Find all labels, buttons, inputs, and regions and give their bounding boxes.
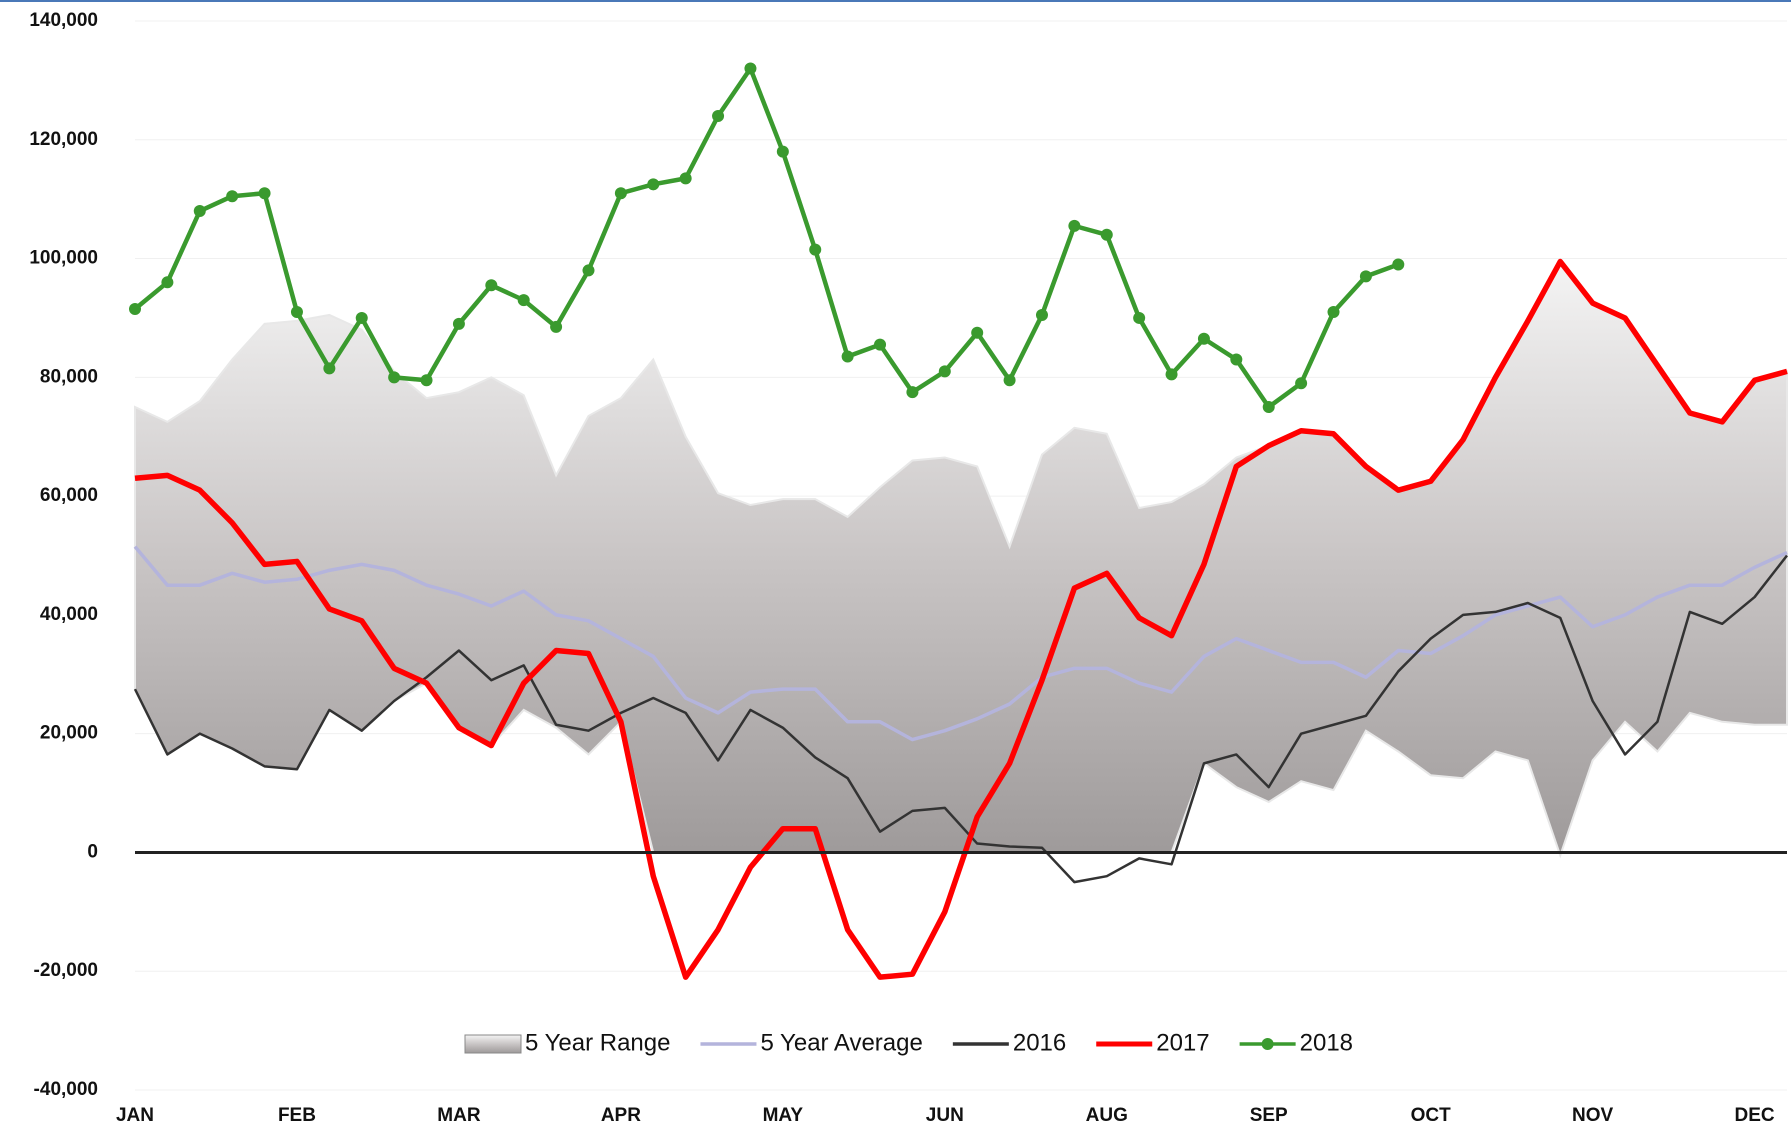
y-tick-label: -40,000 <box>34 1079 98 1100</box>
y-tick-label: 20,000 <box>40 723 98 744</box>
y-tick-label: -20,000 <box>34 960 98 981</box>
series-marker <box>582 264 595 277</box>
legend-label: 2017 <box>1156 1029 1209 1056</box>
x-tick-label: MAY <box>763 1105 804 1126</box>
series-line <box>133 545 1788 742</box>
legend-item: 2016 <box>952 1029 1066 1056</box>
x-tick-label: JAN <box>116 1105 154 1126</box>
series-marker <box>874 338 887 351</box>
series-marker <box>1230 353 1243 366</box>
legend-label: 5 Year Range <box>525 1029 670 1056</box>
series-marker <box>485 279 498 292</box>
y-tick-label: 140,000 <box>29 10 98 31</box>
series-marker <box>323 362 336 375</box>
legend-item: 5 Year Range <box>464 1029 670 1056</box>
x-tick-label: OCT <box>1411 1105 1452 1126</box>
series-marker <box>1068 219 1081 232</box>
x-tick-label: AUG <box>1086 1105 1128 1126</box>
x-tick-label: APR <box>601 1105 641 1126</box>
series-marker <box>226 190 239 203</box>
series-marker <box>355 311 368 324</box>
series-marker <box>776 145 789 158</box>
series-marker <box>290 306 303 319</box>
series-marker <box>193 205 206 218</box>
series-marker <box>1295 377 1308 390</box>
series-marker <box>452 317 465 330</box>
series-marker <box>809 243 822 256</box>
x-tick-label: SEP <box>1250 1105 1288 1126</box>
legend-item: 2017 <box>1096 1029 1210 1056</box>
y-tick-label: 40,000 <box>40 604 98 625</box>
legend-label: 5 Year Average <box>760 1029 922 1056</box>
series-marker <box>388 371 401 384</box>
x-tick-label: MAR <box>437 1105 481 1126</box>
series-marker <box>841 350 854 363</box>
series-marker <box>1359 270 1372 283</box>
y-tick-label: 120,000 <box>29 129 98 150</box>
y-tick-label: 0 <box>87 841 98 862</box>
series-marker <box>1197 332 1210 345</box>
y-tick-label: 80,000 <box>40 366 98 387</box>
series-marker <box>258 187 271 200</box>
series-line <box>133 554 1788 884</box>
series-marker <box>420 374 433 387</box>
series-marker <box>1100 228 1113 241</box>
legend-marker <box>1261 1038 1274 1050</box>
series-line <box>134 258 1788 980</box>
series-marker <box>550 320 563 333</box>
top-border <box>0 0 1791 2</box>
series-marker <box>1133 311 1146 324</box>
y-tick-label: 60,000 <box>40 485 98 506</box>
series-marker <box>1035 308 1048 321</box>
series-marker <box>906 386 919 399</box>
legend-swatch <box>464 1034 522 1054</box>
x-tick-label: FEB <box>278 1105 316 1126</box>
series-marker <box>1165 368 1178 381</box>
series-marker <box>614 187 627 200</box>
series-marker <box>647 178 660 191</box>
y-tick-label: 100,000 <box>29 248 98 269</box>
series-marker <box>1392 258 1405 271</box>
series-line <box>133 66 1400 410</box>
legend-label: 2018 <box>1300 1029 1353 1056</box>
series-marker <box>161 276 174 289</box>
x-tick-label: JUN <box>926 1105 964 1126</box>
series-marker <box>679 172 692 185</box>
series-marker <box>129 303 141 316</box>
series-marker <box>517 294 530 307</box>
x-tick-label: DEC <box>1735 1105 1775 1126</box>
x-tick-label: NOV <box>1572 1105 1614 1126</box>
legend-item: 5 Year Average <box>700 1029 923 1056</box>
series-marker <box>744 62 757 75</box>
legend-label: 2016 <box>1013 1029 1066 1056</box>
legend-item: 2018 <box>1239 1029 1353 1056</box>
series-marker <box>1262 401 1275 414</box>
series-marker <box>1327 306 1340 319</box>
series-marker <box>971 326 984 339</box>
series-marker <box>712 110 725 123</box>
series-marker <box>938 365 951 378</box>
series-marker <box>1003 374 1016 387</box>
